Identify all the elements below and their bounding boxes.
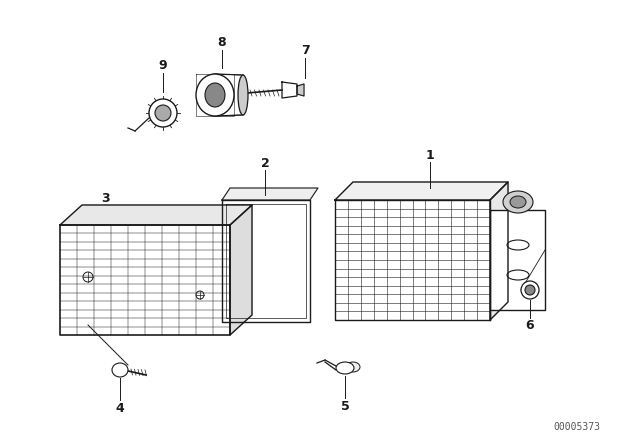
Polygon shape: [335, 200, 490, 320]
Polygon shape: [490, 210, 545, 310]
Ellipse shape: [503, 191, 533, 213]
Ellipse shape: [521, 281, 539, 299]
Polygon shape: [282, 82, 297, 98]
Ellipse shape: [238, 75, 248, 115]
Polygon shape: [196, 74, 234, 116]
Ellipse shape: [149, 99, 177, 127]
Text: 5: 5: [340, 400, 349, 413]
Text: 1: 1: [426, 148, 435, 161]
Text: 00005373: 00005373: [553, 422, 600, 432]
Polygon shape: [60, 205, 252, 225]
Text: 4: 4: [116, 401, 124, 414]
Ellipse shape: [525, 285, 535, 295]
Ellipse shape: [336, 362, 354, 374]
Text: 3: 3: [100, 191, 109, 204]
Polygon shape: [490, 182, 508, 320]
Ellipse shape: [196, 74, 234, 116]
Text: 8: 8: [218, 35, 227, 48]
Ellipse shape: [155, 105, 171, 121]
Ellipse shape: [112, 363, 128, 377]
Text: 9: 9: [159, 59, 167, 72]
Text: 7: 7: [301, 43, 309, 56]
Ellipse shape: [346, 362, 360, 372]
Polygon shape: [335, 182, 508, 200]
Ellipse shape: [205, 83, 225, 107]
Polygon shape: [222, 188, 318, 200]
Polygon shape: [297, 84, 304, 96]
Polygon shape: [222, 200, 310, 322]
Text: 6: 6: [525, 319, 534, 332]
Ellipse shape: [510, 196, 526, 208]
Polygon shape: [230, 205, 252, 335]
Text: 2: 2: [260, 156, 269, 169]
Polygon shape: [60, 225, 230, 335]
